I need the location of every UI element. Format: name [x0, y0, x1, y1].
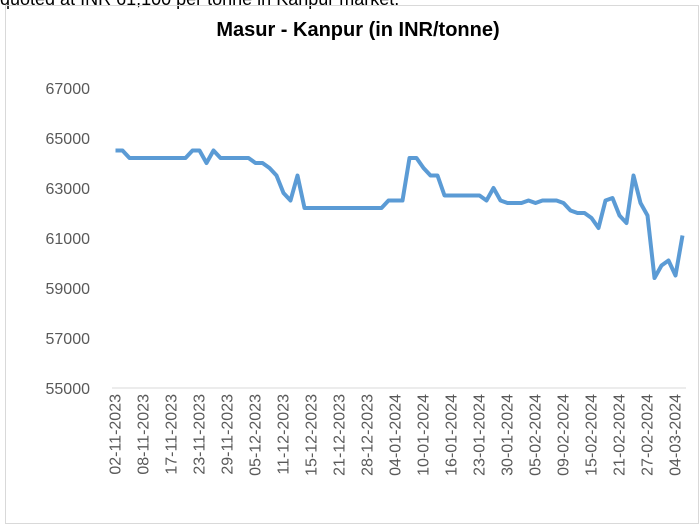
x-tick-label: 30-01-2024: [500, 394, 517, 476]
x-tick-label: 02-11-2023: [108, 394, 125, 475]
x-tick-label: 29-11-2023: [220, 394, 237, 475]
x-tick-label: 05-12-2023: [248, 394, 265, 476]
y-tick-label: 63000: [46, 181, 91, 198]
y-tick-label: 67000: [46, 81, 91, 98]
x-tick-label: 16-01-2024: [444, 394, 461, 476]
y-tick-label: 59000: [46, 281, 91, 298]
x-tick-label: 09-02-2024: [556, 394, 573, 476]
x-tick-label: 23-01-2024: [472, 394, 489, 476]
x-tick-label: 04-03-2024: [668, 394, 685, 476]
x-tick-label: 23-11-2023: [192, 394, 209, 475]
x-tick-label: 21-02-2024: [612, 394, 629, 476]
x-tick-label: 28-12-2023: [360, 394, 377, 476]
note-text: quoted at INR 61,100 per tonne in Kanpur…: [0, 0, 399, 10]
line-series: [115, 148, 685, 280]
y-tick-label: 55000: [46, 381, 91, 398]
chart-title: Masur - Kanpur (in INR/tonne): [216, 19, 499, 41]
x-tick-label: 27-02-2024: [640, 394, 657, 476]
y-tick-label: 65000: [46, 131, 91, 148]
x-tick-label: 11-12-2023: [276, 394, 293, 475]
x-tick-label: 21-12-2023: [332, 394, 349, 476]
x-tick-label: 15-02-2024: [584, 394, 601, 476]
x-tick-label: 04-01-2024: [388, 394, 405, 476]
x-tick-label: 10-01-2024: [416, 394, 433, 476]
x-tick-label: 08-11-2023: [136, 394, 153, 475]
x-tick-label: 17-11-2023: [164, 394, 181, 475]
x-tick-label: 05-02-2024: [528, 394, 545, 476]
y-tick-label: 57000: [46, 331, 91, 348]
x-tick-label: 15-12-2023: [304, 394, 321, 476]
y-tick-label: 61000: [46, 231, 91, 248]
